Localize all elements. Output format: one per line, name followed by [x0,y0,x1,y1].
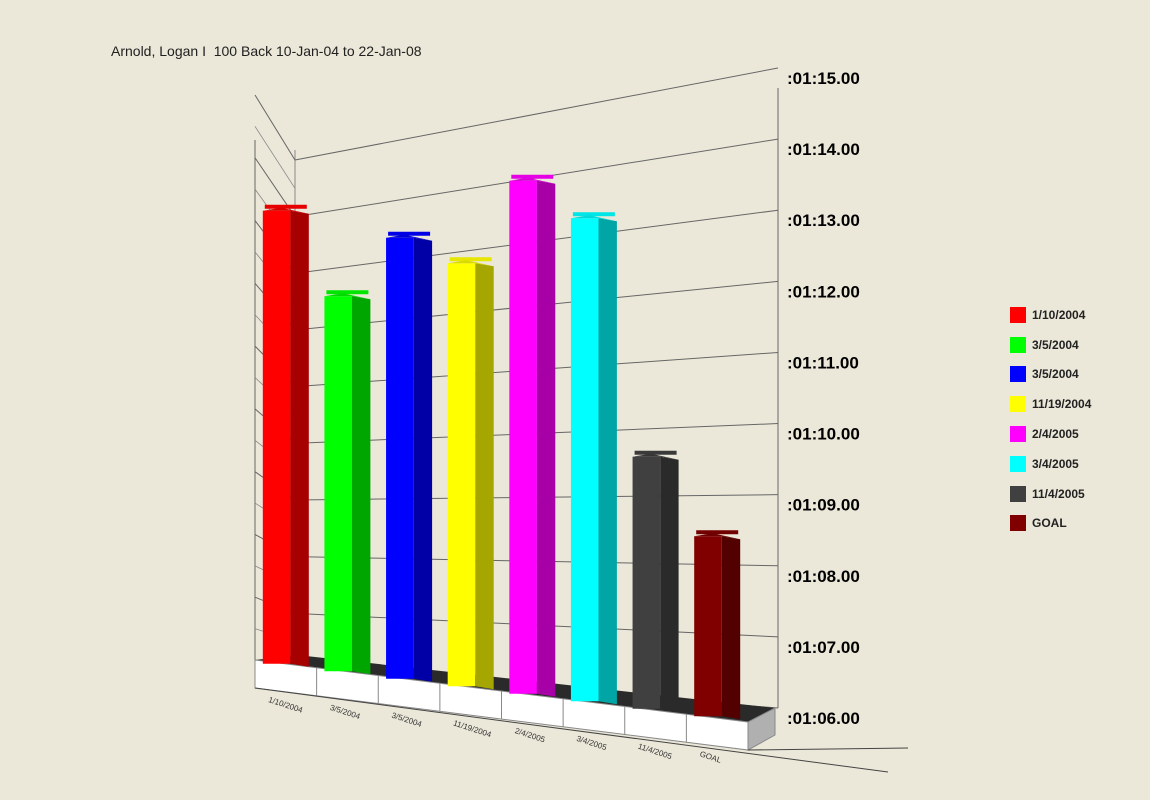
y-tick-label: :01:12.00 [787,282,860,301]
x-tick-label: 3/5/2004 [390,711,423,729]
x-axis-line [254,687,889,773]
bar-cap [570,215,617,222]
bar [447,257,494,690]
gridline-left [254,94,296,161]
legend-item: 11/19/2004 [1010,389,1091,419]
legend-swatch [1010,396,1026,413]
legend-item: 3/4/2005 [1010,449,1091,479]
bar-front [386,237,414,679]
legend-swatch [1010,336,1026,353]
x-tick-label: 11/4/2005 [637,742,674,762]
legend-label: 3/5/2004 [1032,337,1079,352]
bar [324,290,371,675]
bar-front [509,180,537,694]
legend-item: 3/5/2004 [1010,360,1091,390]
bar-front [262,210,291,664]
chart-bars [262,174,741,720]
bar-side [598,218,617,705]
bar-cap [324,293,371,300]
legend-swatch [1010,455,1026,472]
bar-top [634,450,677,455]
legend-label: GOAL [1032,516,1067,531]
bar-top [264,204,307,209]
bar-top [572,212,615,217]
legend-item: 2/4/2005 [1010,419,1091,449]
bar-cap [694,533,741,540]
bar-cap [447,260,494,267]
bar-top [388,231,431,236]
legend-label: 3/5/2004 [1032,367,1079,382]
bar-top [511,174,554,179]
x-tick-label: 3/5/2004 [329,703,362,721]
bar-side [475,263,494,690]
x-tick-label: GOAL [699,749,723,765]
bar [386,231,433,682]
bar-top [696,530,739,535]
bar-side [290,210,309,667]
legend-label: 11/19/2004 [1032,397,1092,412]
legend-label: 2/4/2005 [1032,427,1079,442]
legend-label: 3/4/2005 [1032,456,1079,471]
y-tick-label: :01:15.00 [787,69,860,88]
x-tick-label: 1/10/2004 [267,695,304,715]
bar-front [570,218,599,702]
legend-label: 11/4/2005 [1032,486,1085,501]
bar-cap [386,234,433,241]
legend-swatch [1010,426,1026,443]
gridline-minor [254,126,296,189]
chart-title: Arnold, Logan I 100 Back 10-Jan-04 to 22… [111,43,422,59]
y-tick-label: :01:11.00 [787,353,859,372]
bar-top [449,257,492,262]
bar-side [413,237,433,682]
bar-front [632,456,661,709]
y-tick-label: :01:08.00 [787,567,860,586]
bar-front [324,296,353,672]
bar-side [536,180,556,697]
legend-label: 1/10/2004 [1032,307,1086,322]
legend-swatch [1010,515,1026,532]
bar-side [660,456,679,712]
bar-cap [632,453,679,460]
y-axis-tick-labels: :01:06.00 :01:07.00 :01:08.00 :01:09.00 :01:… [787,69,860,728]
bar [570,212,617,705]
legend-swatch [1010,366,1026,383]
x-tick-label: 3/4/2005 [575,734,608,752]
bar-top [326,290,369,295]
y-tick-label: :01:13.00 [787,211,860,230]
y-tick-label: :01:07.00 [787,638,860,657]
bar [632,450,679,712]
legend-item: 11/4/2005 [1010,479,1091,509]
legend-item: 1/10/2004 [1010,300,1091,330]
x-tick-label: 11/19/2004 [452,718,493,739]
bar-side [352,296,371,675]
bar-front [447,263,476,687]
chart-legend: 1/10/2004 3/5/2004 3/5/2004 11/19/2004 2/4/2… [1010,300,1091,538]
bar-cap [509,177,556,184]
legend-item: 3/5/2004 [1010,330,1091,360]
legend-swatch [1010,485,1026,502]
gridline-back [294,67,779,161]
legend-item: GOAL [1010,509,1091,539]
x-tick-label: 2/4/2005 [514,726,547,744]
legend-swatch [1010,306,1026,323]
bar-side [721,536,741,720]
y-tick-label: :01:09.00 [787,496,860,515]
depth-axis-line [747,747,909,751]
bar-front [694,536,722,717]
floor-side [747,707,776,751]
y-tick-label: :01:10.00 [787,425,860,444]
bar [694,530,741,720]
bar [509,174,556,697]
y-tick-label: :01:14.00 [787,140,860,159]
bar-cap [262,207,309,214]
y-tick-label: :01:06.00 [787,709,860,728]
bar [262,204,309,667]
